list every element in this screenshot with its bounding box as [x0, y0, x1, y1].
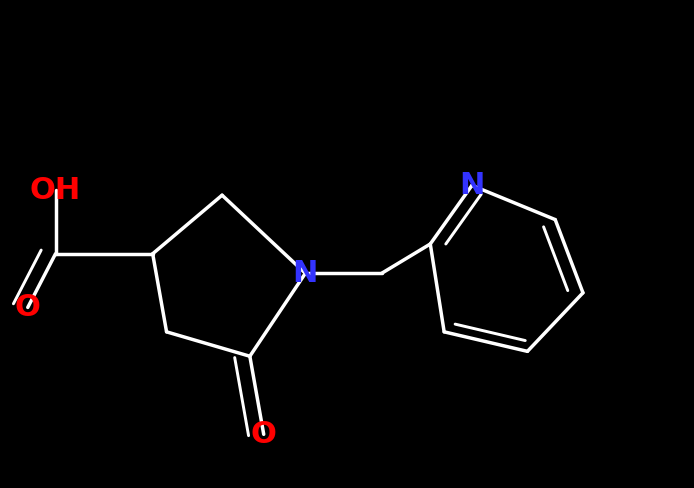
Text: O: O [251, 420, 277, 449]
Text: N: N [459, 171, 484, 200]
Text: N: N [293, 259, 318, 288]
Text: OH: OH [30, 176, 81, 205]
Text: O: O [15, 293, 41, 322]
